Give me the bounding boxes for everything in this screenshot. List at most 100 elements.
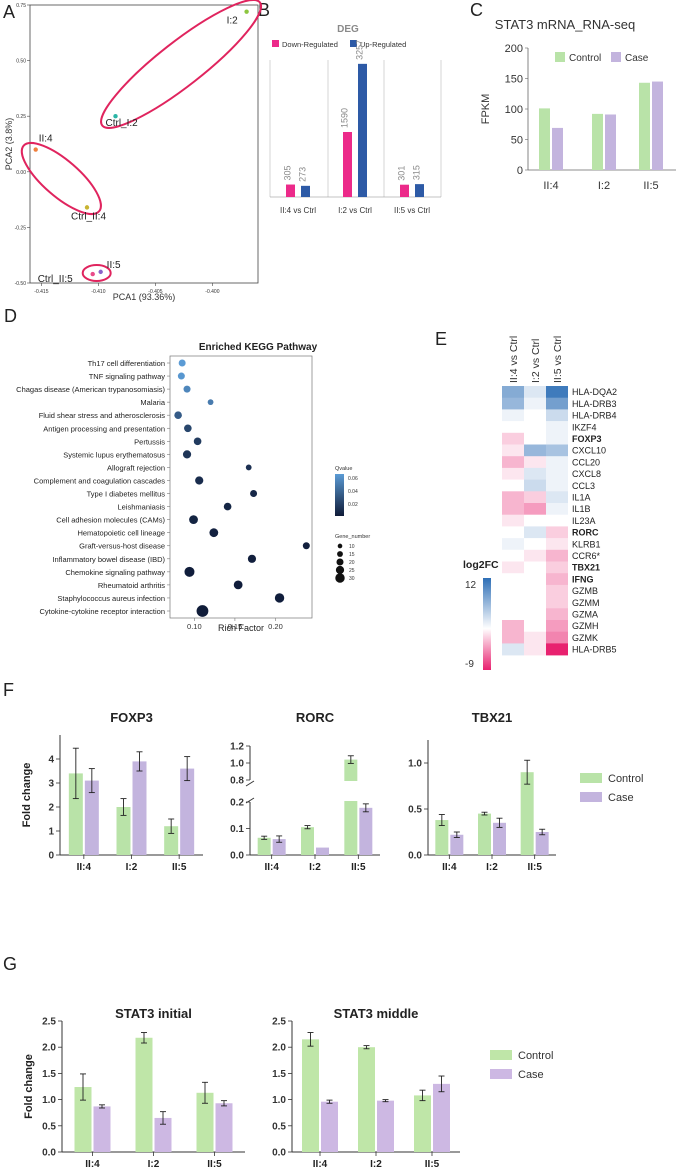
heatmap-cell-hla-drb3-1 [524, 397, 546, 410]
legend-swatch-up [350, 40, 357, 47]
heatmap-gene-label: CXCL10 [572, 446, 606, 456]
legend-label-up: Up-Regulated [360, 40, 406, 49]
pca-label-ii-4: II:4 [39, 134, 53, 145]
group-ellipse-i2 [100, 0, 263, 129]
heatmap-cell-ikzf4-2 [546, 421, 568, 434]
legend-label-case: Case [608, 792, 634, 804]
heatmap-cell-hla-drb4-1 [524, 409, 546, 422]
pathway-label-chemokine-signaling-pathway: Chemokine signaling pathway [65, 568, 165, 577]
y-tick-label: 1.0 [408, 759, 422, 770]
bar-control-ii-4 [74, 1087, 92, 1152]
panel-letter-c: C [470, 0, 483, 20]
pathway-label-pertussis: Pertussis [134, 437, 165, 446]
pathway-label-th17-cell-differentiation: Th17 cell differentiation [88, 359, 165, 368]
pca-point-ctrl-i-2 [113, 114, 118, 119]
pathway-dot-th17-cell-differentiation [178, 359, 186, 367]
pathway-dot-cell-adhesion-molecules-cams [189, 515, 198, 525]
legend-swatch-control [555, 52, 565, 62]
y-tick-label: 1 [48, 827, 54, 838]
category-label: I:2 vs Ctrl [338, 206, 372, 215]
pathway-dot-type-i-diabetes-mellitus [250, 490, 258, 498]
y-tick-label: 1.2 [230, 742, 244, 753]
panel-letter-g: G [3, 954, 17, 974]
heatmap-cell-ccl3-2 [546, 479, 568, 492]
chart-title: TBX21 [472, 710, 512, 725]
heatmap-gene-label: IKZF4 [572, 422, 597, 432]
bar-up-regulated-ii-5-vs-ctrl [415, 184, 424, 197]
heatmap-cell-gzmh-1 [524, 620, 546, 632]
pca-point-ctrl-ii-4 [84, 205, 90, 210]
pathway-dot-rheumatoid-arthritis [233, 580, 243, 590]
pca-label-ctrl-i-2: Ctrl_I:2 [106, 118, 139, 129]
gene-legend-tick: 30 [349, 576, 355, 582]
legend-swatch-case [490, 1069, 512, 1079]
heatmap-cell-gzmm-1 [524, 596, 546, 609]
y-tick-label: 2.5 [272, 1017, 286, 1028]
panel-a-pca: -0.415 -0.410 -0.405 -0.400 -0.50 -0.25 0.00 0.… [4, 0, 263, 302]
pca-label-ii-5: II:5 [107, 260, 121, 271]
heatmap-gene-label: HLA-DRB3 [572, 399, 617, 409]
heatmap-gene-label: KLRB1 [572, 539, 601, 549]
heatmap-gene-label: RORC [572, 528, 599, 538]
gene-legend-title: Gene_number [335, 534, 370, 540]
y-tick-label: 0.8 [230, 776, 244, 787]
pathway-dot-pertussis [193, 437, 202, 446]
pathway-dot-allograft-rejection [245, 464, 252, 471]
bar-control-ii-5 [639, 82, 650, 170]
chart-title: STAT3 middle [334, 1006, 419, 1021]
pathway-label-type-i-diabetes-mellitus: Type I diabetes mellitus [87, 490, 166, 499]
pathway-dot-chagas-disease-american-trypanosomiasis [183, 385, 191, 393]
pathway-dot-fluid-shear-stress-and-atherosclerosis [174, 411, 182, 420]
pathway-dot-antigen-processing-and-presentation [184, 424, 192, 433]
bar-control-i-2 [135, 1037, 153, 1152]
x-tick-label: 0.20 [268, 622, 283, 631]
pathway-label-chagas-disease-american-trypanosomiasis: Chagas disease (American trypanosomiasis… [16, 385, 165, 394]
heatmap-cell-ccl3-0 [502, 479, 524, 492]
y-tick-label: 4 [48, 755, 54, 766]
category-label: II:5 [527, 862, 542, 873]
y-tick-label: 0.00 [16, 170, 26, 176]
y-tick-label: 2.0 [42, 1043, 56, 1054]
bar-control-ii-4 [302, 1039, 319, 1152]
legend-swatch-case [580, 792, 602, 802]
y-tick-label: 0.1 [230, 824, 244, 835]
pathway-dot-leishmaniasis [223, 502, 232, 511]
gene-legend-dot [335, 573, 345, 583]
heatmap-cell-klrb1-0 [502, 538, 524, 551]
bar-control-ii-4 [435, 820, 449, 855]
bar-control-ii-5 [520, 772, 534, 855]
heatmap-cell-gzmk-0 [502, 631, 524, 644]
bar-break-gap [343, 781, 359, 801]
legend-label-down: Down-Regulated [282, 40, 338, 49]
panel-f-rorc: RORC 0.8 1.0 1.2 0.0 0.1 0.2 II:4 I:2 II:5 [230, 710, 380, 873]
heatmap-cell-il23a-1 [524, 514, 546, 527]
y-tick-label: 50 [511, 135, 523, 147]
heatmap-gene-label: HLA-DRB4 [572, 411, 617, 421]
pathway-label-staphylococcus-aureus-infection: Staphylococcus aureus infection [57, 594, 165, 603]
heatmap-cell-il23a-2 [546, 514, 568, 527]
pathway-label-malaria: Malaria [140, 398, 165, 407]
heatmap-legend-title: log2FC [463, 559, 499, 571]
heatmap-cell-cxcl10-2 [546, 444, 568, 457]
pathway-dot-tnf-signaling-pathway [177, 372, 185, 380]
bar-case-ii-5 [359, 807, 373, 855]
heatmap-cell-ccl3-1 [524, 479, 546, 492]
heatmap-cell-gzmb-2 [546, 584, 568, 597]
gene-legend-dot [337, 543, 343, 549]
category-label: I:2 [148, 1159, 160, 1170]
panel-b-deg: DEG Down-Regulated Up-Regulated 305 273 II:4 … [269, 24, 442, 215]
y-tick-label: 2 [48, 803, 54, 814]
y-tick-label: 0.5 [42, 1121, 56, 1132]
pca-label-i-2: I:2 [227, 16, 239, 27]
heatmap-cell-tbx21-2 [546, 561, 568, 574]
heatmap-cell-cxcl10-0 [502, 444, 524, 457]
x-axis-label: Rich Factor [218, 623, 264, 633]
gene-legend-dot [335, 565, 345, 575]
bar-up-regulated-ii-4-vs-ctrl [301, 185, 310, 197]
panel-d-kegg: Enriched KEGG Pathway Th17 cell different… [16, 342, 370, 633]
category-label: II:5 [643, 180, 658, 192]
bar-case-ii-4 [321, 1101, 338, 1152]
y-tick-label: 0 [48, 851, 54, 862]
bar-case-i-2 [493, 822, 506, 855]
category-label: I:2 [598, 180, 610, 192]
